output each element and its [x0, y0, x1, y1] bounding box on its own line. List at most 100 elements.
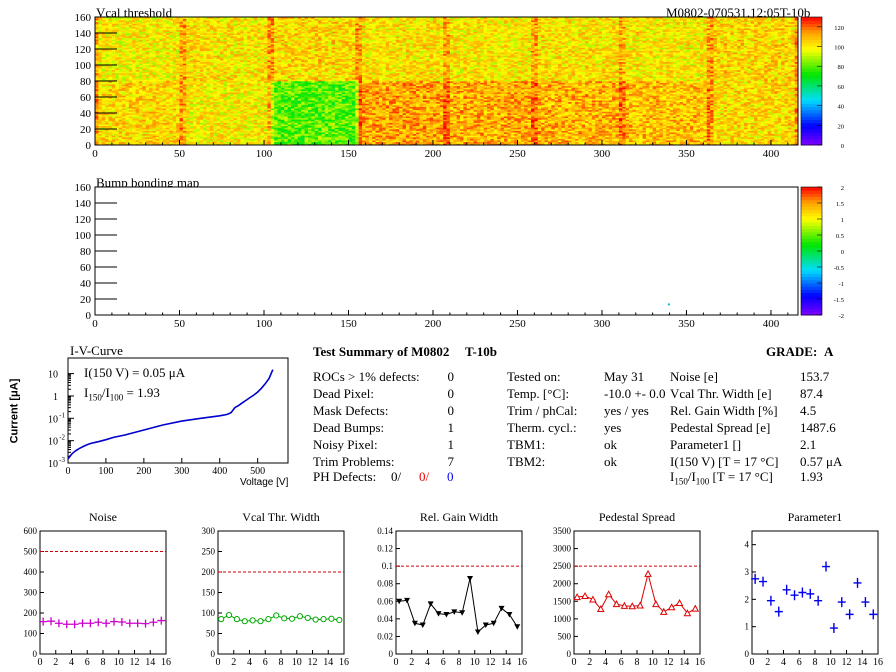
- summary-ratio-s2: 100: [696, 477, 710, 487]
- parameter-value-4: 2.1: [800, 438, 816, 452]
- colorscale-band: [801, 187, 822, 191]
- map-ytick-label-8: 160: [75, 12, 92, 24]
- map-ytick-label-7: 140: [75, 28, 92, 40]
- parameter-label-4: Parameter1 []: [670, 438, 741, 452]
- data-point-5: [258, 619, 263, 624]
- iv-ytick-label-1: 1: [53, 392, 58, 403]
- colorscale-label-8: 2: [841, 185, 844, 192]
- colorscale-band: [801, 197, 822, 201]
- defect-label-1: Dead Pixel:: [313, 387, 374, 401]
- small-xtick-label-5: 10: [826, 657, 836, 668]
- colorscale-band: [801, 113, 822, 117]
- iv-ytick-label-0: 10: [48, 370, 58, 381]
- data-point-11: [305, 615, 310, 620]
- colorscale-band: [801, 123, 822, 127]
- small-xtick-label-7: 14: [679, 657, 689, 668]
- colorscale-band: [801, 139, 822, 143]
- defect-value-2: 0: [448, 404, 455, 418]
- summary-title: Test Summary of M0802: [313, 345, 449, 359]
- small-xtick-label-1: 2: [53, 657, 58, 668]
- colorscale-band: [801, 206, 822, 210]
- iv-ratio-value: = 1.93: [123, 385, 160, 400]
- small-xtick-label-1: 2: [765, 657, 770, 668]
- data-point-15: [337, 617, 342, 622]
- map-xtick-label-5: 250: [509, 318, 526, 330]
- colorscale-band: [801, 87, 822, 91]
- iv-ylabel: Current [μA]: [7, 379, 21, 444]
- iv-ytick-label-2: 10: [48, 414, 58, 425]
- small-xtick-label-0: 0: [572, 657, 577, 668]
- small-ytick-label-1: 100: [24, 629, 38, 639]
- map-ytick-label-7: 140: [75, 198, 92, 210]
- colorscale-label-5: 0.5: [836, 233, 844, 240]
- iv-ratio-sub2: 100: [110, 393, 124, 403]
- colorscale-band: [801, 49, 822, 53]
- map-xtick-label-5: 250: [509, 148, 526, 160]
- colorscale-band: [801, 254, 822, 258]
- data-point-3: [242, 619, 247, 624]
- defect-pixel-0: [668, 303, 670, 305]
- map-ytick-label-0: 0: [86, 140, 92, 152]
- small-xtick-label-3: 6: [441, 657, 446, 668]
- colorscale-band: [801, 75, 822, 79]
- small-ytick-label-1: 0.02: [377, 631, 393, 641]
- colorscale-label-0: 0: [841, 143, 844, 150]
- map-xtick-label-8: 400: [763, 318, 780, 330]
- condition-value-5: ok: [604, 455, 617, 469]
- map-ytick-label-1: 20: [80, 124, 92, 136]
- small-xtick-label-7: 14: [857, 657, 867, 668]
- parameter-label-1: Vcal Thr. Width [e]: [670, 387, 772, 401]
- colorscale-label-3: 60: [838, 84, 845, 91]
- small-ytick-label-2: 0.04: [377, 614, 393, 624]
- parameter-value-2: 4.5: [800, 404, 816, 418]
- colorscale-band: [801, 309, 822, 313]
- colorscale-band: [801, 36, 822, 40]
- iv-ytick-exp-3: -2: [59, 434, 65, 442]
- small-xtick-label-6: 12: [308, 657, 318, 668]
- colorscale-label-6: 120: [834, 25, 844, 32]
- iv-ratio-sub1: 150: [88, 393, 102, 403]
- map-pixel-grid: [95, 17, 798, 145]
- small-plot-frame: [574, 531, 700, 654]
- defect-value-4: 1: [448, 438, 455, 452]
- map-xtick-label-7: 350: [678, 318, 695, 330]
- ph-defects-2: 0: [447, 470, 454, 484]
- small-ytick-label-3: 0.06: [377, 596, 393, 606]
- colorscale-band: [801, 119, 822, 123]
- small-plot-frame: [40, 531, 166, 654]
- small-xtick-label-4: 8: [101, 657, 106, 668]
- data-point-12: [313, 617, 318, 622]
- summary-ratio-rest: [T = 17 °C]: [709, 469, 773, 484]
- colorscale-band: [801, 100, 822, 104]
- defect-label-4: Noisy Pixel:: [313, 438, 378, 452]
- parameter-label-2: Rel. Gain Width [%]: [670, 404, 778, 418]
- colorscale-band: [801, 116, 822, 120]
- colorscale-band: [801, 17, 822, 21]
- iv-xtick-label-0: 0: [66, 466, 71, 477]
- map-ytick-label-2: 40: [80, 108, 92, 120]
- small-plot-title: Noise: [89, 510, 117, 524]
- condition-label-2: Trim / phCal:: [507, 404, 577, 418]
- data-point-1: [226, 612, 231, 617]
- colorscale-band: [801, 299, 822, 303]
- colorscale-band: [801, 107, 822, 111]
- small-xtick-label-2: 4: [69, 657, 74, 668]
- summary-ratio-m: /I: [688, 469, 696, 484]
- map-xtick-label-4: 200: [425, 318, 442, 330]
- colorscale-band: [801, 273, 822, 277]
- summary-ratio-s1: 150: [674, 477, 688, 487]
- map-ytick-label-5: 100: [75, 60, 92, 72]
- colorscale-band: [801, 213, 822, 217]
- colorscale-band: [801, 235, 822, 239]
- map-ytick-label-3: 60: [80, 262, 92, 274]
- colorscale-band: [801, 267, 822, 271]
- colorscale-label-6: 1: [841, 217, 844, 224]
- map-xtick-label-1: 50: [174, 148, 186, 160]
- small-ytick-label-3: 3: [745, 567, 750, 577]
- colorscale-band: [801, 78, 822, 82]
- colorscale-band: [801, 257, 822, 261]
- small-ytick-label-2: 100: [202, 608, 216, 618]
- small-xtick-label-8: 16: [161, 657, 171, 668]
- map-ytick-label-2: 40: [80, 278, 92, 290]
- small-xtick-label-3: 6: [85, 657, 90, 668]
